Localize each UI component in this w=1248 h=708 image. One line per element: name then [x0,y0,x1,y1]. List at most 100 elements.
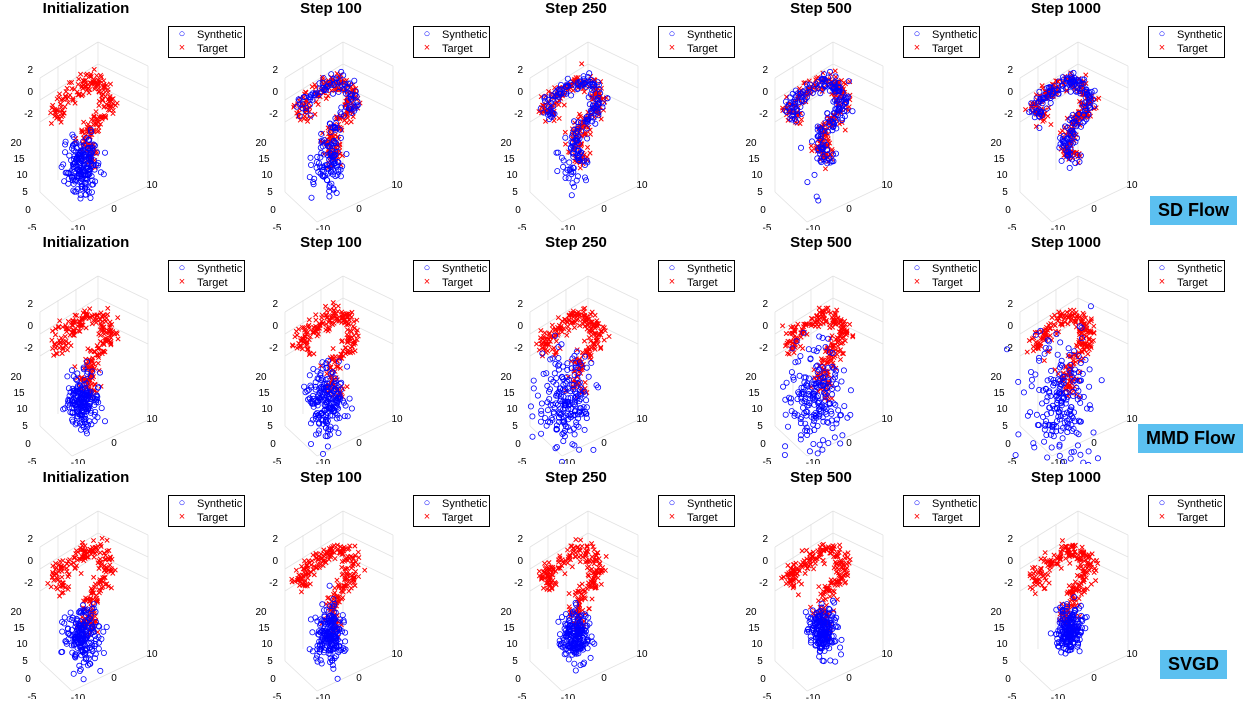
synthetic-point [576,397,583,404]
synthetic-point [330,82,337,89]
target-point [337,355,343,361]
synthetic-point [1039,400,1046,407]
legend-item-synthetic: ○ Synthetic [414,262,489,277]
panel-sd-flow-1: Step 100 2 0 -2 20 15 10 5 0 -5 -10 0 10 ○ Synthetic × T… [245,0,490,230]
synthetic-point [837,440,844,447]
target-point [94,595,100,601]
synthetic-point [1053,428,1060,435]
target-point [59,590,65,596]
synthetic-point [314,375,321,382]
synthetic-point [797,420,804,427]
target-point [809,148,815,154]
synthetic-point [321,136,328,143]
target-point [832,312,838,318]
panel-sd-flow-2: Step 250 2 0 -2 20 15 10 5 0 -5 -10 0 10 ○ Synthetic × T… [490,0,735,230]
target-point [315,326,321,332]
synthetic-point [829,127,836,134]
synthetic-point [571,352,578,359]
x-tick-label: 0 [846,204,852,215]
z-tick-label: -2 [759,109,768,120]
target-point [57,318,63,324]
legend: ○ Synthetic × Target [1148,260,1225,292]
synthetic-point [1015,378,1022,385]
x-tick-label: 10 [391,180,403,191]
synthetic-point [800,329,807,336]
target-point [1047,332,1053,339]
synthetic-point [814,84,821,91]
x-tick-label: 10 [881,414,893,425]
target-point [344,322,350,328]
target-point [59,350,65,357]
synthetic-point [821,389,828,396]
synthetic-point [77,191,84,198]
target-point [592,325,598,331]
synthetic-point [307,112,314,119]
synthetic-point [798,390,805,397]
target-point [543,118,549,124]
synthetic-point [544,407,551,414]
synthetic-point [85,421,92,428]
synthetic-point [88,154,95,161]
x-tick-label: 10 [881,180,893,191]
y-tick-label: 20 [500,372,512,383]
synthetic-point [570,150,577,157]
synthetic-point [815,406,822,413]
x-tick-label: 10 [146,414,158,425]
synthetic-point [82,396,89,403]
synthetic-point [64,373,71,380]
target-point [806,321,812,327]
synthetic-point [331,386,338,393]
y-tick-label: 15 [13,623,25,634]
synthetic-point [583,125,590,132]
synthetic-point [337,173,344,180]
synthetic-point [65,385,72,392]
synthetic-point [593,382,600,389]
synthetic-point [800,404,807,411]
synthetic-point [1036,386,1043,393]
y-tick-label: 10 [996,404,1008,415]
synthetic-point [313,431,320,438]
target-point [601,337,607,343]
target-point [75,81,81,87]
synthetic-point [1073,384,1080,391]
target-marker-icon: × [1158,276,1166,288]
synthetic-point [347,80,354,87]
x-tick-label: 10 [636,180,648,191]
synthetic-point [69,166,76,173]
synthetic-point [86,390,93,397]
synthetic-point [82,157,89,164]
target-marker-icon: × [1158,42,1166,54]
synthetic-point [319,375,326,382]
y-tick-label: 20 [745,372,757,383]
target-point [96,354,102,361]
synthetic-point [814,369,821,376]
synthetic-point [308,194,315,201]
synthetic-point [90,141,97,148]
target-point [803,322,809,328]
x-tick-label: 10 [1126,180,1138,191]
synthetic-point [1059,398,1066,405]
target-point [49,574,55,580]
target-point [295,113,301,119]
synthetic-point [94,162,101,169]
synthetic-point [797,432,804,439]
synthetic-point [87,194,94,201]
synthetic-point [323,387,330,394]
target-point [114,331,120,337]
target-point [798,334,804,340]
synthetic-marker-icon: ○ [668,28,676,40]
synthetic-point [1058,157,1065,164]
synthetic-point [577,396,584,403]
target-point [97,338,103,344]
target-point [602,328,608,334]
x-tick-label: 10 [636,414,648,425]
target-point [335,364,341,370]
target-point [540,336,546,342]
synthetic-point [790,376,797,383]
target-point [837,333,843,339]
synthetic-point [1047,431,1054,438]
synthetic-point [1069,388,1076,395]
target-point [95,77,101,83]
